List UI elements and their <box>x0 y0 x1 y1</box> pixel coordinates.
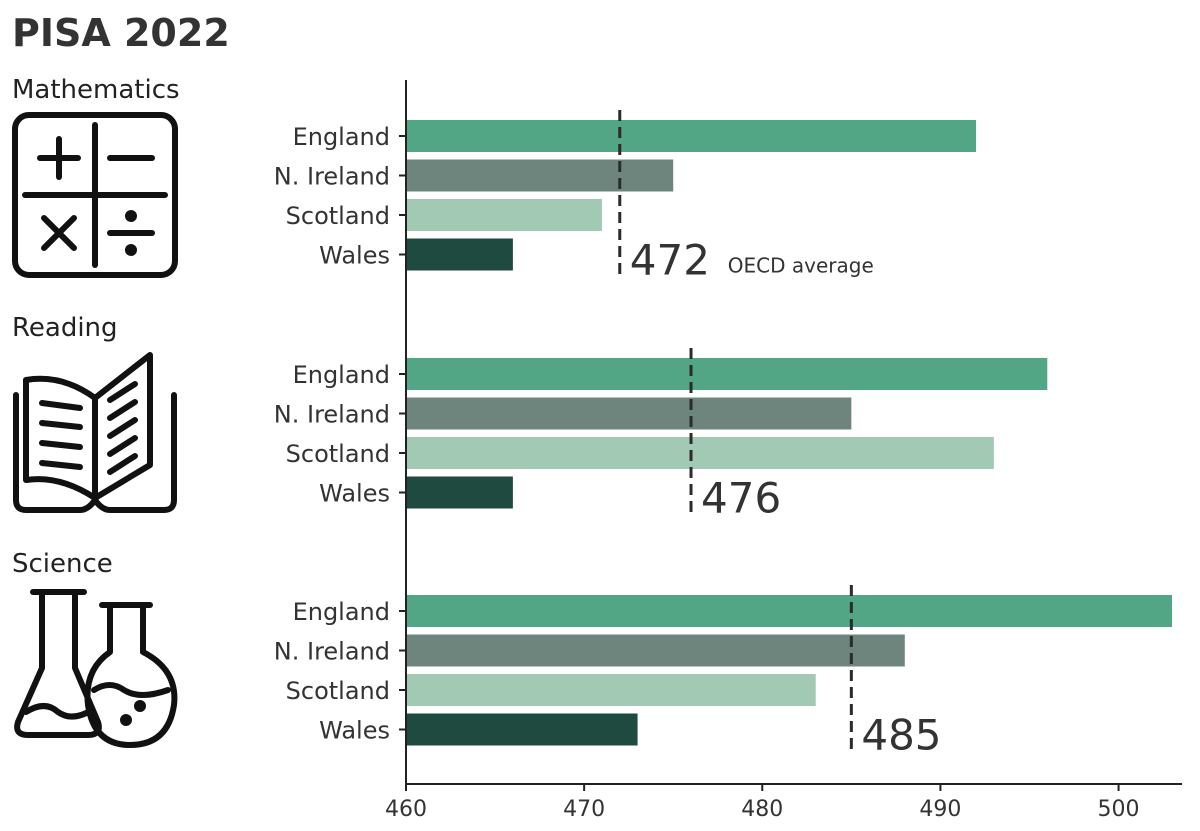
category-label-reading-n-ireland: N. Ireland <box>274 401 390 429</box>
chart-title: PISA 2022 <box>12 11 230 55</box>
open-book-icon <box>13 352 177 513</box>
bars: England N. Ireland Scotland Wales 472 OECD av… <box>274 110 1172 760</box>
x-tick-label-460: 460 <box>385 797 427 822</box>
category-label-mathematics-scotland: Scotland <box>286 202 390 230</box>
bar-science-england <box>407 595 1172 627</box>
category-label-mathematics-england: England <box>293 123 390 151</box>
bar-science-wales <box>407 713 638 746</box>
category-label-mathematics-wales: Wales <box>319 242 390 270</box>
flasks-icon <box>14 589 178 748</box>
category-label-science-n-ireland: N. Ireland <box>274 638 390 666</box>
calculator-icon <box>12 112 178 278</box>
bar-mathematics-scotland <box>407 199 602 231</box>
category-label-reading-wales: Wales <box>319 480 390 508</box>
oecd-average-value-mathematics: 472 <box>630 236 710 285</box>
x-tick-label-500: 500 <box>1098 797 1140 822</box>
subject-label-science: Science <box>12 549 113 579</box>
oecd-average-value-science: 485 <box>861 711 941 760</box>
bar-reading-scotland <box>407 437 994 469</box>
bar-reading-england <box>407 358 1048 390</box>
bar-mathematics-wales <box>407 238 513 271</box>
bar-reading-wales <box>407 476 513 509</box>
x-ticks: 460 470 480 490 500 <box>385 784 1140 822</box>
oecd-average-label: OECD average <box>728 254 874 278</box>
subject-label-reading: Reading <box>12 313 118 343</box>
x-tick-label-470: 470 <box>563 797 605 822</box>
category-label-science-england: England <box>293 598 390 626</box>
subject-label-mathematics: Mathematics <box>12 75 180 105</box>
bar-science-scotland <box>407 674 816 706</box>
bar-mathematics-england <box>407 120 977 152</box>
x-tick-label-490: 490 <box>919 797 961 822</box>
category-label-reading-scotland: Scotland <box>286 440 390 468</box>
category-label-science-scotland: Scotland <box>286 677 390 705</box>
category-label-reading-england: England <box>293 361 390 389</box>
bar-reading-n-ireland <box>407 397 852 430</box>
category-label-science-wales: Wales <box>319 717 390 745</box>
bar-science-n-ireland <box>407 634 905 667</box>
category-label-mathematics-n-ireland: N. Ireland <box>274 163 390 191</box>
oecd-average-value-reading: 476 <box>701 474 781 523</box>
bar-mathematics-n-ireland <box>407 159 674 192</box>
x-tick-label-480: 480 <box>741 797 783 822</box>
